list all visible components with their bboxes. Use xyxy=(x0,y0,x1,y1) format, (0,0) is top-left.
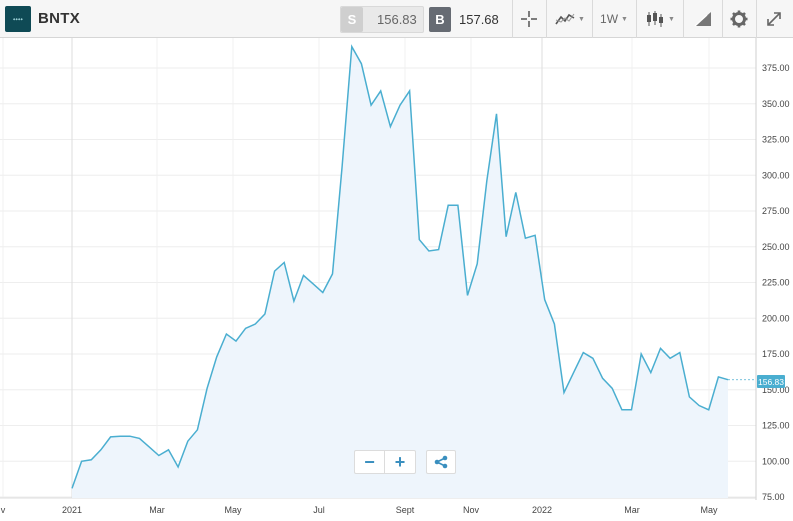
toolbar-divider xyxy=(683,0,684,38)
buy-button[interactable]: B 157.68 xyxy=(429,6,511,33)
x-tick-label: Mar xyxy=(624,505,640,515)
toolbar-divider xyxy=(756,0,757,38)
toolbar-divider xyxy=(546,0,547,38)
last-price-label: 156.83 xyxy=(757,375,785,388)
expand-icon xyxy=(767,12,781,26)
company-logo-icon: ◆◆◆◆ xyxy=(5,6,31,32)
x-tick-label: Mar xyxy=(149,505,165,515)
candlestick-icon xyxy=(647,11,664,27)
chart-type-button[interactable]: ▼ xyxy=(638,0,682,38)
price-area xyxy=(72,46,728,498)
x-axis: v 2021 Mar May Jul Sept Nov 2022 Mar May xyxy=(1,505,718,515)
y-tick-label: 300.00 xyxy=(762,170,790,180)
y-tick-label: 325.00 xyxy=(762,135,790,145)
buy-tag: B xyxy=(429,7,451,32)
draw-tool-icon xyxy=(694,12,711,27)
symbol-title: BNTX xyxy=(38,10,81,27)
y-tick-label: 375.00 xyxy=(762,63,790,73)
y-tick-label: 250.00 xyxy=(762,242,790,252)
chevron-down-icon: ▼ xyxy=(668,15,675,23)
draw-tool-button[interactable] xyxy=(685,0,721,38)
sell-button[interactable]: S 156.83 xyxy=(340,6,424,33)
sell-tag: S xyxy=(341,7,363,32)
y-tick-label: 200.00 xyxy=(762,313,790,323)
zoom-out-button[interactable]: − xyxy=(354,450,384,474)
y-tick-label: 100.00 xyxy=(762,456,790,466)
price-line xyxy=(71,44,729,489)
fullscreen-button[interactable] xyxy=(757,0,791,38)
y-tick-label: 275.00 xyxy=(762,206,790,216)
sell-price: 156.83 xyxy=(377,12,417,27)
y-tick-label: 350.00 xyxy=(762,99,790,109)
line-chart-icon xyxy=(555,13,575,25)
crosshair-icon xyxy=(521,11,537,27)
x-tick-label: v xyxy=(1,505,6,515)
share-icon xyxy=(434,455,448,469)
chevron-down-icon: ▼ xyxy=(578,15,585,23)
price-chart[interactable]: 75.00 100.00 125.00 150.00 175.00 200.00 225.0… xyxy=(0,38,793,521)
y-tick-label: 150.00 xyxy=(762,385,790,395)
toolbar-divider xyxy=(636,0,637,38)
x-tick-label: May xyxy=(224,505,242,515)
toolbar-divider xyxy=(722,0,723,38)
x-tick-label: 2021 xyxy=(62,505,82,515)
timeframe-value: 1W xyxy=(600,12,619,26)
y-tick-label: 125.00 xyxy=(762,421,790,431)
settings-button[interactable] xyxy=(723,0,755,38)
crosshair-button[interactable] xyxy=(513,0,545,38)
y-tick-label: 225.00 xyxy=(762,278,790,288)
x-tick-label: Jul xyxy=(313,505,325,515)
x-tick-label: May xyxy=(700,505,718,515)
x-tick-label: Nov xyxy=(463,505,480,515)
indicators-button[interactable]: ▼ xyxy=(548,0,592,38)
share-button[interactable] xyxy=(426,450,456,474)
x-tick-label: Sept xyxy=(396,505,415,515)
zoom-in-button[interactable]: + xyxy=(384,450,416,474)
toolbar-divider xyxy=(512,0,513,38)
y-tick-label: 175.00 xyxy=(762,349,790,359)
y-tick-label: 75.00 xyxy=(762,492,785,502)
gear-icon xyxy=(730,10,748,28)
toolbar: ◆◆◆◆ BNTX S 156.83 B 157.68 ▼ xyxy=(0,0,793,38)
toolbar-divider xyxy=(592,0,593,38)
x-tick-label: 2022 xyxy=(532,505,552,515)
chevron-down-icon: ▼ xyxy=(621,15,628,23)
buy-price: 157.68 xyxy=(459,12,499,27)
y-axis: 75.00 100.00 125.00 150.00 175.00 200.00 225.0… xyxy=(762,63,790,502)
timeframe-select[interactable]: 1W ▼ xyxy=(594,0,634,38)
